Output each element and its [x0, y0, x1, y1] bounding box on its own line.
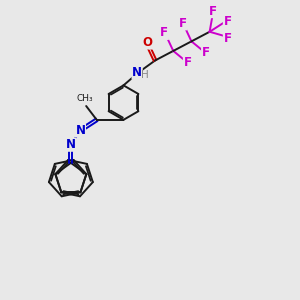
Text: F: F: [224, 15, 231, 28]
Text: F: F: [178, 17, 187, 30]
Text: CH₃: CH₃: [77, 94, 93, 103]
Text: F: F: [208, 4, 217, 18]
Text: F: F: [202, 46, 210, 59]
Text: F: F: [160, 26, 168, 39]
Text: F: F: [224, 32, 231, 45]
Text: N: N: [75, 124, 85, 137]
Text: N: N: [132, 66, 142, 79]
Text: H: H: [141, 70, 148, 80]
Text: O: O: [142, 36, 153, 49]
Text: F: F: [184, 56, 191, 69]
Text: N: N: [66, 138, 76, 151]
